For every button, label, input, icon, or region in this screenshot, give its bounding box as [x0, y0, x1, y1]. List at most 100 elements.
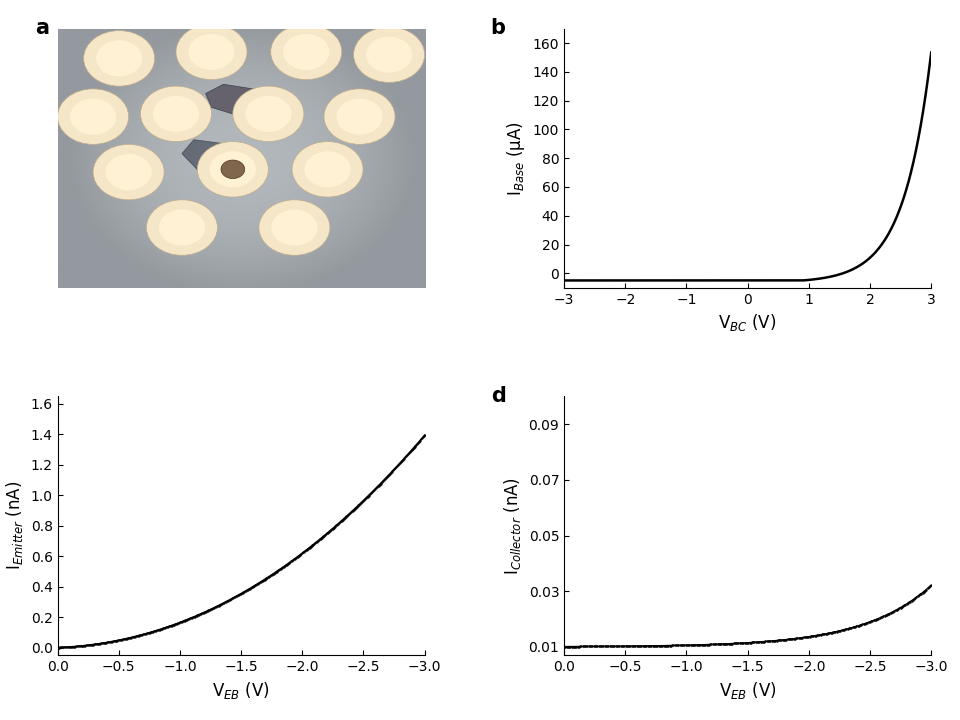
- Point: [734, 637, 750, 649]
- Point: [109, 635, 125, 647]
- Point: [676, 639, 691, 651]
- Point: [228, 591, 243, 603]
- Point: [633, 640, 648, 652]
- Point: [115, 634, 131, 645]
- Point: [415, 431, 430, 443]
- Point: [650, 640, 665, 652]
- Point: [360, 491, 375, 503]
- Point: [871, 613, 886, 624]
- Point: [735, 637, 751, 649]
- Point: [253, 576, 269, 588]
- Point: [893, 602, 908, 613]
- Point: [725, 638, 740, 649]
- Point: [311, 534, 326, 546]
- Point: [583, 641, 598, 652]
- Point: [97, 637, 112, 649]
- Point: [171, 617, 186, 629]
- Point: [915, 587, 930, 598]
- Point: [94, 638, 109, 649]
- Point: [834, 625, 850, 636]
- Point: [309, 536, 324, 547]
- Point: [302, 541, 318, 553]
- Point: [121, 632, 136, 644]
- Point: [868, 613, 883, 625]
- Point: [788, 633, 804, 644]
- Point: [212, 599, 228, 611]
- Point: [181, 613, 197, 625]
- Point: [621, 640, 636, 652]
- Point: [625, 640, 640, 652]
- Point: [698, 639, 713, 650]
- Point: [142, 627, 157, 639]
- Point: [198, 606, 213, 618]
- Point: [885, 606, 900, 618]
- Point: [699, 639, 714, 650]
- Point: [220, 595, 235, 607]
- Point: [246, 580, 261, 592]
- Point: [50, 642, 65, 653]
- Point: [812, 629, 828, 641]
- Point: [681, 639, 696, 651]
- Point: [730, 637, 745, 649]
- Point: [280, 558, 296, 570]
- Point: [56, 642, 71, 653]
- Point: [201, 605, 216, 616]
- Point: [819, 628, 834, 639]
- Point: [149, 625, 164, 636]
- Point: [815, 629, 830, 640]
- Point: [160, 621, 176, 633]
- Point: [707, 639, 722, 650]
- Point: [900, 598, 916, 609]
- Point: [331, 517, 347, 528]
- Point: [916, 586, 931, 598]
- Point: [370, 481, 385, 492]
- Point: [107, 635, 122, 647]
- Point: [638, 640, 654, 652]
- Point: [846, 621, 861, 633]
- Point: [144, 626, 159, 638]
- Point: [328, 520, 344, 531]
- Point: [150, 624, 165, 636]
- Point: [924, 580, 939, 591]
- Y-axis label: I$_{Base}$ (μA): I$_{Base}$ (μA): [505, 121, 527, 196]
- Point: [898, 599, 913, 611]
- Point: [894, 601, 909, 613]
- Point: [260, 572, 276, 583]
- Point: [414, 433, 429, 445]
- Point: [164, 620, 180, 631]
- Point: [787, 633, 803, 644]
- Point: [717, 638, 732, 649]
- Point: [805, 630, 821, 642]
- Point: [75, 640, 90, 652]
- Circle shape: [272, 210, 318, 246]
- Point: [712, 639, 728, 650]
- Point: [400, 449, 416, 460]
- Point: [414, 433, 429, 444]
- Point: [127, 631, 142, 643]
- Point: [82, 639, 97, 651]
- Point: [733, 637, 749, 649]
- Point: [123, 632, 138, 644]
- Point: [317, 530, 332, 541]
- Point: [372, 479, 387, 490]
- Point: [396, 454, 411, 465]
- Point: [680, 639, 695, 651]
- Point: [92, 638, 108, 649]
- Point: [76, 640, 91, 652]
- Point: [852, 620, 867, 631]
- Point: [156, 623, 171, 634]
- Point: [166, 619, 181, 631]
- Point: [802, 631, 817, 642]
- Point: [313, 533, 328, 544]
- Point: [351, 499, 367, 510]
- Text: d: d: [491, 386, 506, 406]
- Point: [288, 552, 303, 564]
- Point: [843, 622, 858, 634]
- Point: [380, 470, 396, 482]
- Point: [671, 639, 686, 651]
- Point: [284, 555, 300, 567]
- Point: [230, 590, 246, 601]
- Point: [901, 597, 917, 608]
- Point: [599, 641, 614, 652]
- Point: [596, 641, 612, 652]
